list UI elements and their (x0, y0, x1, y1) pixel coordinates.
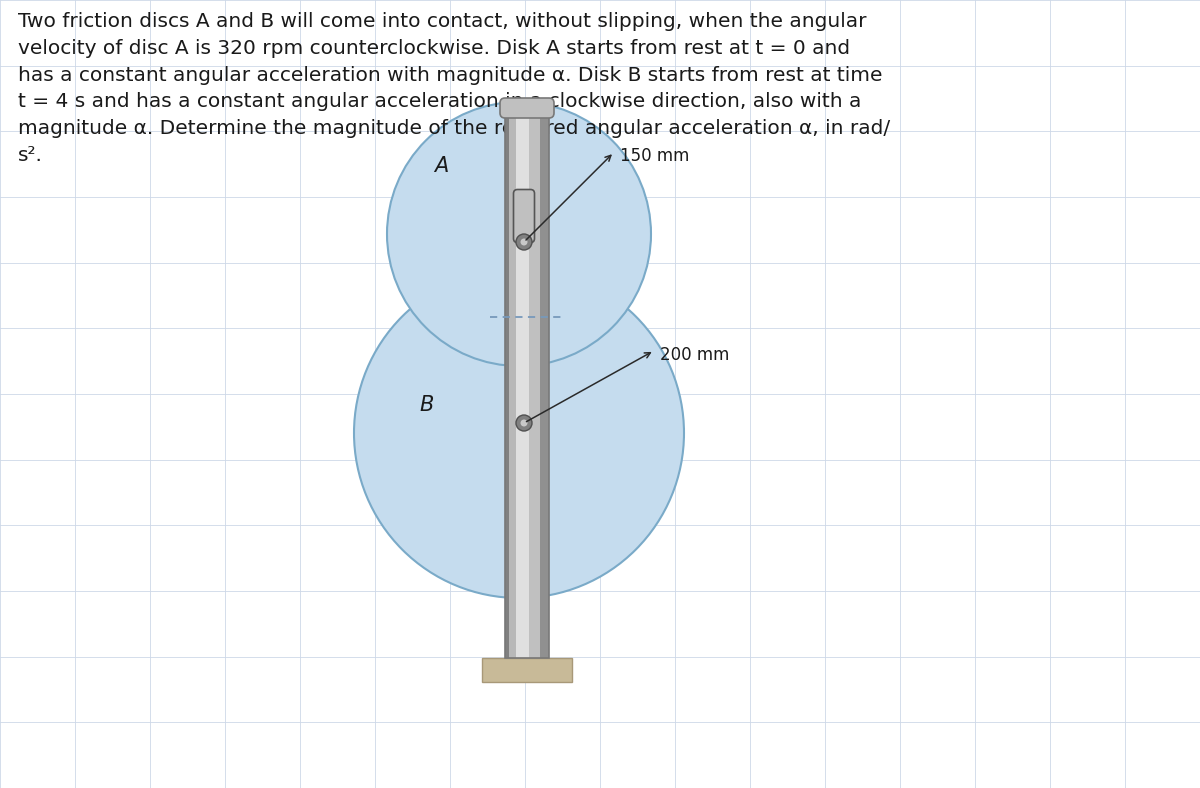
Bar (540, 108, 550, 658)
Circle shape (516, 415, 532, 431)
Text: Two friction discs A and B will come into contact, without slipping, when the an: Two friction discs A and B will come int… (18, 12, 890, 165)
Circle shape (354, 268, 684, 598)
Circle shape (516, 234, 532, 250)
Bar (482, 658, 572, 682)
Circle shape (386, 102, 650, 366)
Bar (505, 108, 550, 658)
Circle shape (521, 239, 528, 246)
Bar (509, 108, 516, 658)
FancyBboxPatch shape (500, 98, 554, 118)
Bar (505, 108, 509, 658)
FancyBboxPatch shape (514, 189, 534, 243)
Text: B: B (420, 395, 434, 415)
Bar (516, 108, 529, 658)
Text: 150 mm: 150 mm (620, 147, 690, 165)
Bar (529, 108, 540, 658)
Text: A: A (434, 156, 448, 176)
Text: 200 mm: 200 mm (660, 345, 730, 363)
Circle shape (521, 419, 528, 426)
